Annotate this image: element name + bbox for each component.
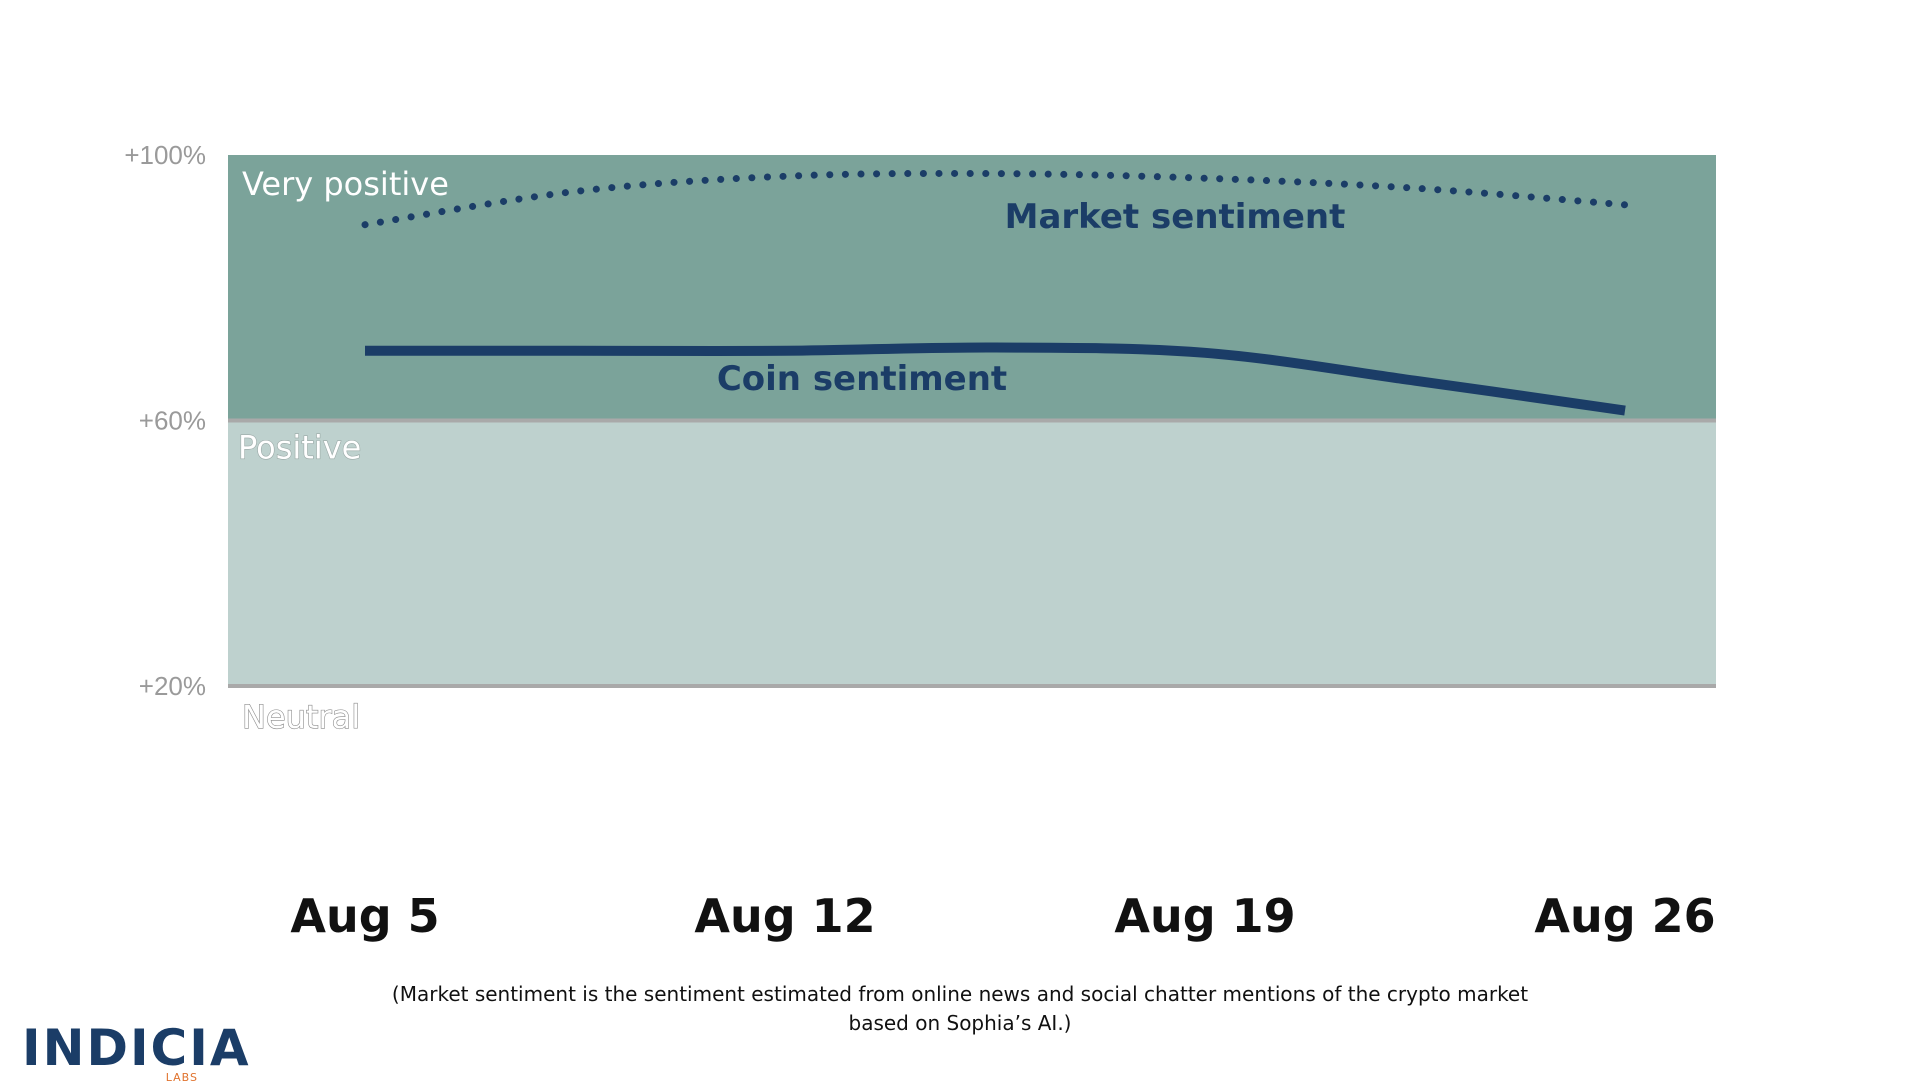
band-positive [228,420,1716,686]
indicia-logo: INDICIA LABS [22,1018,249,1084]
series-line-coin-sentiment [364,342,1626,416]
footnote: (Market sentiment is the sentiment estim… [380,980,1540,1038]
sentiment-bands [228,155,1716,688]
x-tick-label: Aug 26 [1534,889,1715,943]
y-tick-label: +100% [124,140,206,170]
logo-subtext: LABS [165,1071,198,1084]
y-tick-label: +60% [139,406,206,436]
footnote-line-2: based on Sophia’s AI.) [848,1011,1072,1035]
series-label-coin-sentiment: Coin sentiment [717,359,1007,399]
x-tick-label: Aug 19 [1114,889,1295,943]
y-tick-label: +20% [139,671,206,701]
x-tick-label: Aug 12 [694,889,875,943]
series-label-market-sentiment: Market sentiment [1005,197,1346,237]
band-label-positive: Positive [238,429,361,467]
chart-labels: Very positive Positive Neutral +100% +60% +20… [124,140,1715,943]
band-very-positive [228,155,1716,421]
band-label-neutral: Neutral [242,698,360,736]
logo-wordmark: INDICIA [22,1019,251,1077]
band-label-very-positive: Very positive [242,165,449,203]
footnote-line-1: (Market sentiment is the sentiment estim… [391,982,1529,1006]
x-tick-label: Aug 5 [290,889,439,943]
series-lines [361,169,1629,416]
